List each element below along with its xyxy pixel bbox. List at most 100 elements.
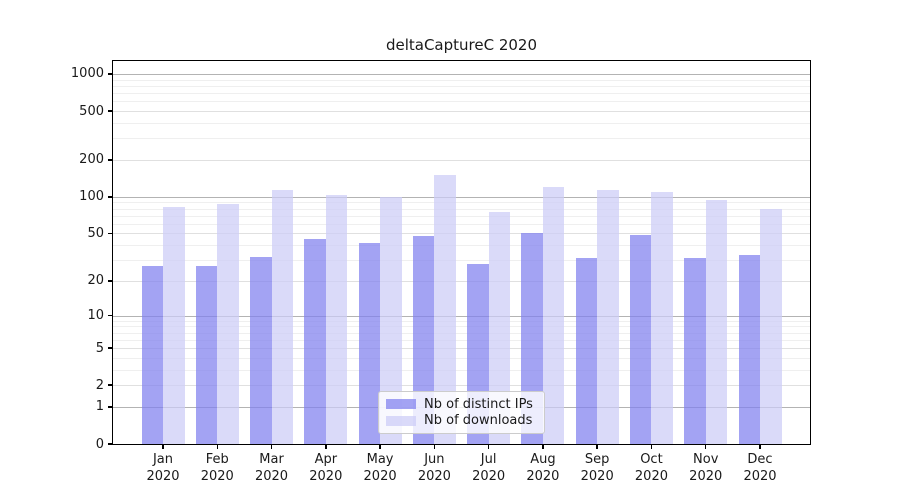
x-tick-jun: [433, 444, 436, 449]
bar-downloads-sep: [597, 189, 619, 444]
y-tick-5: [108, 347, 112, 349]
y-tick-label-2: 2: [95, 377, 104, 393]
y-tick-label-200: 200: [79, 152, 104, 168]
gridline-minor: [113, 357, 810, 359]
gridline-mid: [113, 159, 810, 161]
bar-distinct-ips-jan: [141, 265, 163, 444]
gridline-minor: [113, 208, 810, 210]
legend-item-downloads: Nb of downloads: [386, 413, 536, 430]
bar-distinct-ips-sep: [575, 258, 598, 444]
x-tick-feb: [216, 444, 219, 449]
x-tick-jan: [162, 444, 164, 449]
gridline-minor: [113, 138, 810, 140]
gridline-mid: [113, 280, 810, 282]
gridline-major: [113, 196, 810, 198]
bar-distinct-ips-apr: [304, 238, 326, 444]
bar-downloads-oct: [651, 192, 673, 444]
gridline-minor: [113, 260, 810, 262]
gridline-mid: [113, 111, 810, 113]
gridline-minor: [113, 215, 810, 217]
x-tick-label-aug: Aug 2020: [526, 452, 560, 484]
bar-distinct-ips-nov: [684, 258, 706, 444]
x-tick-nov: [704, 444, 707, 449]
y-tick-label-1000: 1000: [70, 66, 104, 82]
x-tick-apr: [325, 444, 327, 449]
gridline-minor: [113, 79, 810, 81]
legend-item-distinct-ips: Nb of distinct IPs: [386, 396, 536, 413]
x-tick-label-sep: Sep 2020: [580, 452, 614, 484]
x-tick-jul: [487, 444, 490, 449]
bar-downloads-jul: [488, 212, 511, 444]
x-tick-mar: [270, 444, 273, 449]
bar-distinct-ips-mar: [250, 256, 272, 444]
chart-title: deltaCaptureC 2020: [385, 36, 538, 54]
gridline-minor: [113, 332, 810, 334]
legend-swatch-downloads-icon: [386, 415, 416, 426]
x-tick-aug: [542, 444, 544, 449]
x-tick-may: [379, 444, 381, 449]
y-tick-2: [108, 384, 112, 386]
bar-distinct-ips-oct: [629, 234, 652, 444]
y-tick-label-20: 20: [87, 273, 104, 289]
gridline-minor: [113, 245, 810, 247]
gridline-major: [113, 73, 810, 75]
gridline-mid: [113, 385, 810, 387]
gridline-minor: [113, 85, 810, 87]
y-tick-200: [108, 159, 112, 161]
y-tick-label-50: 50: [87, 225, 104, 241]
plot-area: [113, 61, 810, 444]
x-tick-sep: [596, 444, 598, 449]
bar-downloads-mar: [271, 189, 294, 444]
gridline-minor: [113, 326, 810, 328]
gridline-minor: [113, 320, 810, 322]
y-tick-100: [108, 196, 112, 198]
x-tick-label-dec: Dec 2020: [743, 452, 777, 484]
y-tick-label-100: 100: [79, 189, 104, 205]
bar-downloads-apr: [325, 194, 348, 444]
bar-downloads-may: [380, 196, 402, 444]
x-tick-label-apr: Apr 2020: [309, 452, 343, 484]
x-tick-label-feb: Feb 2020: [200, 452, 234, 484]
x-tick-label-may: May 2020: [363, 452, 397, 484]
gridline-minor: [113, 122, 810, 124]
x-tick-oct: [650, 444, 653, 449]
gridline-minor: [113, 223, 810, 225]
y-tick-label-5: 5: [95, 340, 104, 356]
y-tick-0: [108, 443, 112, 445]
gridline-minor: [113, 202, 810, 204]
y-tick-10: [108, 314, 112, 317]
y-tick-1: [108, 406, 112, 408]
x-tick-label-mar: Mar 2020: [254, 452, 289, 484]
bar-downloads-jun: [434, 175, 456, 444]
y-tick-20: [108, 280, 112, 282]
bar-distinct-ips-may: [358, 242, 381, 444]
legend-swatch-distinct-ips-icon: [386, 399, 416, 410]
bar-downloads-jan: [163, 207, 185, 444]
gridline-major: [113, 315, 810, 317]
x-tick-label-jan: Jan 2020: [146, 452, 180, 484]
bar-downloads-feb: [217, 204, 239, 444]
bar-downloads-aug: [542, 187, 565, 444]
y-tick-label-10: 10: [87, 308, 104, 324]
y-tick-1000: [108, 73, 112, 75]
gridline-mid: [113, 348, 810, 350]
bar-distinct-ips-dec: [738, 255, 760, 444]
legend: Nb of distinct IPs Nb of downloads: [378, 391, 545, 434]
y-tick-500: [108, 110, 112, 112]
x-tick-dec: [759, 444, 761, 449]
y-tick-50: [108, 232, 112, 235]
gridline-mid: [113, 233, 810, 235]
gridline-minor: [113, 93, 810, 95]
legend-label-distinct-ips: Nb of distinct IPs: [424, 396, 533, 412]
x-tick-label-nov: Nov 2020: [689, 452, 723, 484]
y-tick-label-1: 1: [95, 399, 104, 415]
x-tick-label-jul: Jul 2020: [472, 452, 506, 484]
x-tick-label-jun: Jun 2020: [417, 452, 451, 484]
y-tick-label-0: 0: [95, 436, 104, 452]
gridline-minor: [113, 339, 810, 341]
x-tick-label-oct: Oct 2020: [634, 452, 668, 484]
gridline-minor: [113, 101, 810, 103]
legend-label-downloads: Nb of downloads: [424, 413, 533, 429]
bar-downloads-nov: [705, 199, 728, 444]
